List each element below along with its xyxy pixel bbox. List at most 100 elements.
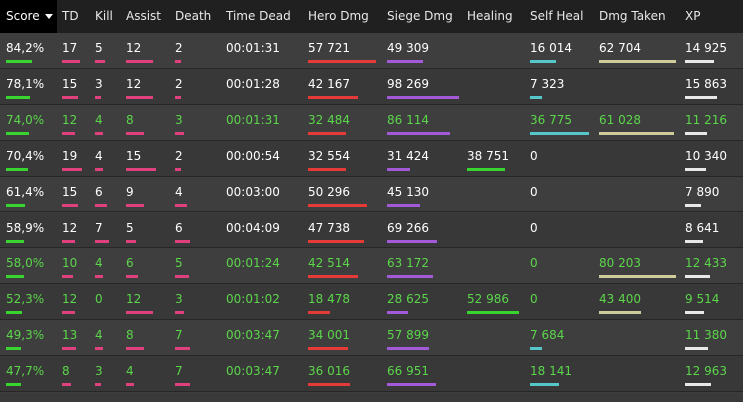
cell-assist: 4 bbox=[126, 356, 171, 390]
table-row[interactable]: 84,2% 17 5 12 2 00:01:31 57 721 49 309 16 014 62 … bbox=[0, 33, 743, 69]
cell-self-heal: 0 bbox=[530, 213, 590, 247]
cell-value: 12 bbox=[126, 76, 142, 91]
column-header-td[interactable]: TD bbox=[62, 0, 79, 33]
column-header-assist[interactable]: Assist bbox=[126, 0, 161, 33]
value-bar bbox=[126, 347, 144, 351]
cell-death: 3 bbox=[175, 105, 213, 139]
cell-value: 00:03:00 bbox=[226, 184, 280, 199]
cell-healing bbox=[467, 248, 519, 282]
value-bar bbox=[685, 311, 704, 315]
table-bottom-edge bbox=[0, 393, 743, 402]
cell-time-dead: 00:04:09 bbox=[226, 213, 296, 247]
cell-self-heal: 7 684 bbox=[530, 320, 590, 354]
cell-value: 50 296 bbox=[308, 184, 350, 199]
cell-hero-dmg: 32 484 bbox=[308, 105, 378, 139]
value-bar bbox=[685, 239, 703, 243]
column-header-self-heal[interactable]: Self Heal bbox=[530, 0, 583, 33]
value-bar bbox=[175, 60, 181, 63]
cell-td: 12 bbox=[62, 105, 84, 139]
value-bar bbox=[387, 60, 423, 63]
column-header-score[interactable]: Score bbox=[0, 0, 57, 33]
column-header-time-dead[interactable]: Time Dead bbox=[226, 0, 291, 33]
cell-value: 7 684 bbox=[530, 328, 565, 343]
cell-kill: 7 bbox=[95, 213, 119, 247]
cell-value: 5 bbox=[126, 220, 134, 235]
cell-value: 18 478 bbox=[308, 292, 350, 307]
cell-value: 36 016 bbox=[308, 364, 350, 379]
column-header-death[interactable]: Death bbox=[175, 0, 211, 33]
value-bar bbox=[126, 167, 156, 171]
cell-value: 43 400 bbox=[599, 292, 641, 307]
cell-value: 0 bbox=[95, 292, 103, 307]
column-header-healing[interactable]: Healing bbox=[467, 0, 513, 33]
cell-dmg-taken: 62 704 bbox=[599, 33, 677, 67]
cell-healing bbox=[467, 213, 519, 247]
cell-value: 5 bbox=[95, 41, 103, 55]
cell-value: 4 bbox=[95, 112, 103, 127]
cell-kill: 4 bbox=[95, 320, 119, 354]
cell-death: 4 bbox=[175, 177, 213, 211]
value-bar bbox=[175, 383, 190, 387]
value-bar bbox=[126, 275, 138, 279]
cell-value: 8 bbox=[126, 112, 134, 127]
cell-assist: 8 bbox=[126, 320, 171, 354]
cell-value: 8 bbox=[126, 328, 134, 343]
value-bar bbox=[387, 239, 437, 243]
cell-score: 84,2% bbox=[6, 33, 56, 67]
column-header-siege-dmg[interactable]: Siege Dmg bbox=[387, 0, 453, 33]
cell-assist: 15 bbox=[126, 141, 171, 175]
value-bar bbox=[387, 95, 459, 99]
cell-death: 2 bbox=[175, 33, 213, 67]
cell-hero-dmg: 34 001 bbox=[308, 320, 378, 354]
cell-value: 6 bbox=[95, 184, 103, 199]
cell-value: 7 bbox=[175, 364, 183, 379]
cell-value: 12 bbox=[126, 41, 142, 55]
cell-healing bbox=[467, 69, 519, 103]
cell-assist: 5 bbox=[126, 213, 171, 247]
table-row[interactable]: 47,7% 8 3 4 7 00:03:47 36 016 66 951 18 141 12 96… bbox=[0, 356, 743, 392]
value-bar bbox=[685, 167, 706, 171]
table-row[interactable]: 49,3% 13 4 8 7 00:03:47 34 001 57 899 7 684 11 38… bbox=[0, 320, 743, 357]
cell-value: 00:01:28 bbox=[226, 76, 280, 91]
cell-value: 4 bbox=[95, 256, 103, 271]
cell-dmg-taken bbox=[599, 356, 677, 390]
value-bar bbox=[599, 131, 674, 135]
table-row[interactable]: 61,4% 15 6 9 4 00:03:00 50 296 45 130 0 7 890 bbox=[0, 176, 743, 213]
value-bar bbox=[175, 311, 184, 315]
table-row[interactable]: 70,4% 19 4 15 2 00:00:54 32 554 31 424 38 751 0 10… bbox=[0, 140, 743, 177]
cell-self-heal: 7 323 bbox=[530, 69, 590, 103]
column-header-hero-dmg[interactable]: Hero Dmg bbox=[308, 0, 369, 33]
column-header-xp[interactable]: XP bbox=[685, 0, 700, 33]
cell-value: 7 bbox=[175, 328, 183, 343]
value-bar bbox=[62, 239, 75, 243]
cell-value: 10 bbox=[62, 256, 78, 271]
column-header-label: XP bbox=[685, 9, 701, 23]
cell-time-dead: 00:00:54 bbox=[226, 141, 296, 175]
value-bar bbox=[530, 95, 542, 99]
value-bar bbox=[308, 239, 364, 243]
value-bar bbox=[685, 95, 717, 99]
column-header-kill[interactable]: Kill bbox=[95, 0, 113, 33]
cell-value: 6 bbox=[175, 220, 183, 235]
cell-value: 45 130 bbox=[387, 184, 429, 199]
cell-death: 2 bbox=[175, 69, 213, 103]
table-row[interactable]: 74,0% 12 4 8 3 00:01:31 32 484 86 114 36 775 61 0… bbox=[0, 104, 743, 141]
cell-value: 28 625 bbox=[387, 292, 429, 307]
cell-kill: 3 bbox=[95, 69, 119, 103]
table-row[interactable]: 78,1% 15 3 12 2 00:01:28 42 167 98 269 7 323 15 8… bbox=[0, 68, 743, 105]
table-row[interactable]: 58,0% 10 4 6 5 00:01:24 42 514 63 172 0 80 203 12 … bbox=[0, 248, 743, 285]
column-header-label: Hero Dmg bbox=[308, 9, 369, 23]
cell-kill: 3 bbox=[95, 356, 119, 390]
cell-time-dead: 00:01:02 bbox=[226, 284, 296, 318]
cell-value: 34 001 bbox=[308, 328, 350, 343]
cell-death: 6 bbox=[175, 213, 213, 247]
cell-healing bbox=[467, 177, 519, 211]
value-bar bbox=[685, 347, 708, 351]
table-row[interactable]: 52,3% 12 0 12 3 00:01:02 18 478 28 625 52 986 0 43… bbox=[0, 284, 743, 321]
cell-healing bbox=[467, 356, 519, 390]
value-bar bbox=[387, 383, 436, 387]
table-row[interactable]: 58,9% 12 7 5 6 00:04:09 47 738 69 266 0 8 641 bbox=[0, 212, 743, 249]
value-bar bbox=[95, 167, 103, 171]
cell-siege-dmg: 31 424 bbox=[387, 141, 459, 175]
column-header-dmg-taken[interactable]: Dmg Taken bbox=[599, 0, 666, 33]
